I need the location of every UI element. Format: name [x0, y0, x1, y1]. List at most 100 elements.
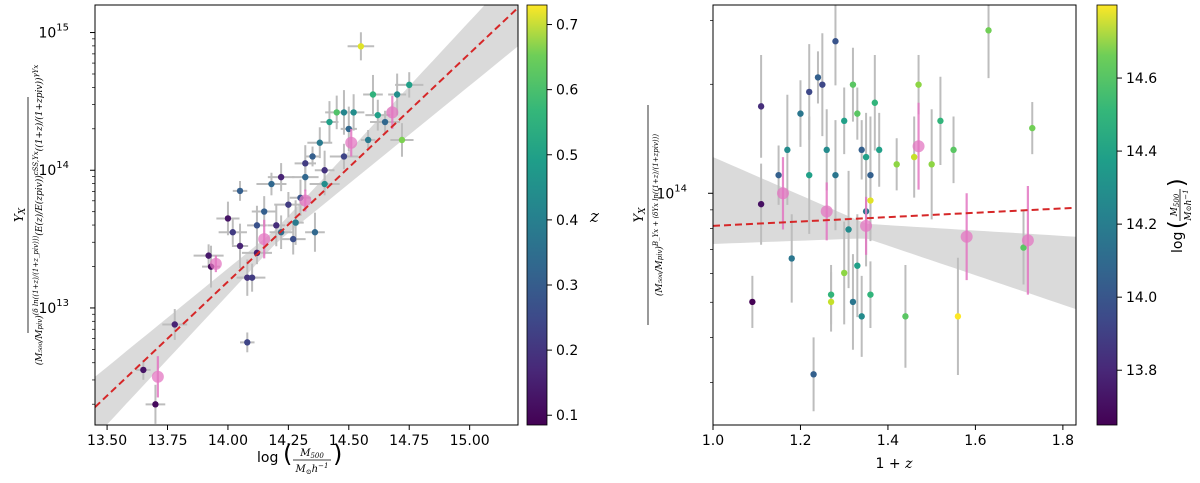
data-point	[398, 136, 406, 144]
right-fit-line	[713, 206, 1076, 227]
data-point	[806, 171, 813, 179]
x-tick-label: 1.2	[789, 433, 811, 449]
left-confidence-band	[95, 5, 518, 425]
data-point	[236, 187, 244, 195]
svg-text:(: (	[1165, 220, 1190, 229]
x-tick-label: 1.6	[964, 433, 986, 449]
data-point	[152, 401, 159, 408]
colorbar-tick-label: 0.6	[556, 83, 578, 99]
data-point	[841, 269, 848, 277]
data-point	[285, 201, 292, 208]
data-point	[819, 81, 826, 88]
data-point	[775, 171, 782, 179]
right-x-axis-label: 1 + z	[876, 456, 914, 472]
data-point	[302, 173, 309, 181]
data-point	[171, 321, 178, 328]
data-point	[248, 274, 256, 281]
svg-text:M500: M500	[1170, 193, 1181, 217]
colorbar-tick-label: 14.6	[1126, 71, 1157, 87]
data-point	[406, 81, 413, 89]
data-point	[374, 111, 382, 119]
left-data-points	[140, 43, 413, 408]
data-point	[244, 339, 251, 346]
data-point	[814, 74, 822, 81]
colorbar-tick-label: 13.8	[1126, 363, 1157, 379]
colorbar-tick-label: 0.4	[556, 213, 578, 229]
data-point	[893, 161, 900, 168]
data-point	[757, 200, 765, 208]
data-point	[788, 255, 795, 262]
right-data-points	[749, 27, 1036, 378]
right-plot-frame	[712, 4, 1077, 426]
svg-text:M⊙h−1: M⊙h−1	[1182, 189, 1194, 221]
svg-text:(M₅₀₀/Mpiv)(δ ln((1+z)/(1+z_pi: (M₅₀₀/Mpiv)(δ ln((1+z)/(1+z_piv)))(E(z)/…	[32, 65, 45, 366]
data-point	[832, 38, 839, 45]
binned-point	[299, 194, 312, 207]
data-point	[326, 118, 333, 126]
data-point	[273, 222, 280, 229]
data-point	[849, 298, 857, 306]
data-point	[950, 146, 957, 154]
data-point	[867, 197, 874, 204]
right-y-axis-label: YX (M₅₀₀/Mpiv)B_Yx + (δYx ln((1+z)/(1+zp…	[632, 105, 665, 325]
x-tick-label: 1.8	[1052, 433, 1074, 449]
data-point	[268, 180, 275, 188]
colorbar-tick-label: 0.2	[556, 343, 578, 359]
data-point	[244, 274, 251, 281]
binned-point	[860, 219, 873, 232]
colorbar-tick-label: 0.7	[556, 18, 578, 34]
data-point	[140, 366, 147, 374]
data-point	[858, 146, 865, 154]
data-point	[357, 43, 365, 50]
binned-point	[1021, 234, 1034, 247]
svg-text:YX: YX	[632, 207, 648, 223]
right-plot: 1.0 1.2 1.4 1.6 1.8 1014 1 + z YX (M₅₀₀/Mpiv…	[632, 4, 1194, 472]
data-point	[902, 313, 909, 320]
data-point	[871, 99, 879, 106]
x-tick-label: 13.75	[147, 433, 187, 449]
data-point	[832, 171, 839, 179]
data-point	[854, 262, 861, 269]
svg-text:YX: YX	[12, 207, 28, 222]
data-point	[236, 242, 244, 250]
binned-point	[151, 370, 164, 383]
colorbar-tick-label: 14.4	[1126, 144, 1157, 160]
svg-text:log: log	[1170, 232, 1186, 253]
data-point	[915, 81, 922, 88]
colorbar-tick-label: 0.5	[556, 148, 578, 164]
data-point	[261, 208, 268, 215]
data-point	[875, 146, 883, 154]
data-point	[333, 109, 340, 116]
x-tick-label: 14.00	[208, 433, 248, 449]
svg-text:): )	[1165, 178, 1190, 187]
svg-text:(M₅₀₀/Mpiv)B_Yx + (δYx ln((1+z: (M₅₀₀/Mpiv)B_Yx + (δYx ln((1+z)/(1+zpiv)…	[652, 134, 665, 296]
binned-point	[345, 136, 358, 149]
data-point	[858, 313, 865, 320]
confidence-band-area	[95, 5, 518, 425]
right-y-ticks: 1014	[656, 20, 713, 383]
y-tick-label: 1014	[656, 183, 687, 202]
data-point	[393, 91, 401, 98]
data-point	[309, 153, 316, 160]
data-point	[316, 139, 323, 146]
data-point	[867, 291, 874, 298]
data-point	[827, 291, 835, 298]
right-confidence-band	[713, 157, 1076, 310]
data-point	[937, 117, 944, 125]
binned-point	[258, 233, 271, 246]
binned-point	[209, 257, 222, 270]
svg-text:): )	[333, 440, 342, 468]
svg-text:M500: M500	[299, 448, 324, 460]
data-point	[827, 298, 835, 306]
data-point	[224, 215, 232, 222]
data-point	[954, 313, 962, 320]
data-point	[277, 173, 285, 181]
data-point	[340, 153, 348, 160]
colorbar-tick-label: 14.2	[1126, 217, 1157, 233]
data-point	[302, 160, 309, 167]
data-point	[985, 27, 992, 34]
data-point	[928, 161, 935, 168]
data-point	[340, 109, 348, 116]
